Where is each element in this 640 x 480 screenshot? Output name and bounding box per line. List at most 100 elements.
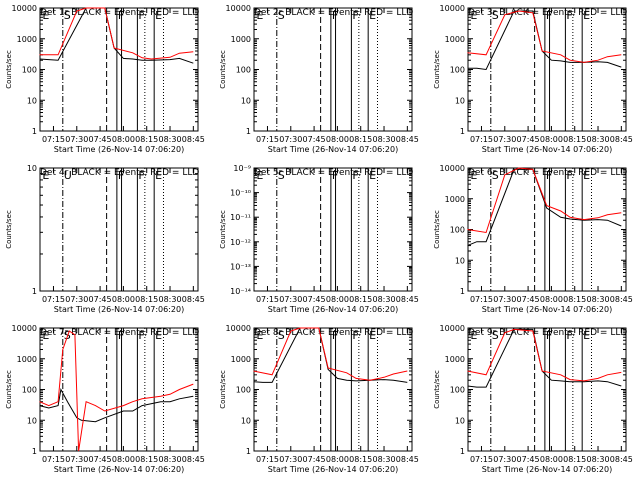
plot-frame	[467, 327, 627, 452]
phase-marker-label: F	[566, 9, 572, 22]
x-tick-label: 07:45	[303, 295, 326, 304]
lld-series-line	[467, 10, 622, 63]
y-tick-label: 10	[27, 416, 37, 425]
panel-title: Det 6r BLACK = Events, RED = LLD	[468, 168, 627, 178]
y-tick-label: 10000	[12, 4, 37, 13]
phase-marker-label: E	[155, 9, 162, 22]
x-tick-label: 08:30	[586, 295, 609, 304]
phase-marker-label: S	[64, 9, 71, 22]
x-tick-label: 07:45	[89, 295, 112, 304]
x-tick-label: 07:30	[279, 135, 302, 144]
y-tick-label: 10⁻¹³	[230, 262, 251, 271]
x-axis-label: Start Time (26-Nov-14 07:06:20)	[54, 465, 184, 474]
events-series-line	[467, 10, 622, 71]
x-axis-label: Start Time (26-Nov-14 07:06:20)	[482, 145, 612, 154]
events-series-line	[467, 328, 622, 388]
phase-marker-label: F	[352, 169, 358, 182]
x-tick-label: 07:15	[470, 295, 493, 304]
lld-series-line	[253, 327, 408, 381]
x-tick-label: 08:30	[158, 135, 181, 144]
y-tick-label: 10	[241, 96, 251, 105]
y-tick-label: 1	[246, 447, 251, 456]
y-tick-label: 10000	[440, 4, 465, 13]
x-tick-label: 08:30	[158, 455, 181, 464]
x-tick-label: 07:45	[89, 455, 112, 464]
phase-marker-label: E	[583, 329, 590, 342]
y-tick-label: 1	[460, 287, 465, 296]
x-tick-label: 08:15	[135, 455, 158, 464]
plot-frame	[467, 167, 627, 292]
x-tick-label: 08:15	[135, 135, 158, 144]
phase-marker-label: E	[470, 169, 477, 182]
phase-marker-label: E	[256, 9, 263, 22]
phase-marker-label: F	[118, 329, 124, 342]
x-tick-label: 08:15	[349, 295, 372, 304]
x-axis-label: Start Time (26-Nov-14 07:06:20)	[268, 145, 398, 154]
y-tick-label: 10	[27, 96, 37, 105]
plot-frame	[253, 7, 413, 132]
x-tick-label: 07:15	[42, 295, 65, 304]
x-tick-label: 08:45	[182, 455, 205, 464]
panel-title: Det 2r BLACK = Events, RED = LLD	[254, 8, 413, 18]
x-tick-label: 08:30	[372, 455, 395, 464]
x-tick-label: 08:45	[396, 135, 419, 144]
x-tick-label: 08:00	[540, 455, 563, 464]
x-tick-label: 07:30	[279, 295, 302, 304]
x-tick-label: 07:45	[303, 135, 326, 144]
y-tick-label: 10⁻¹²	[230, 238, 251, 247]
phase-marker-label: E	[369, 169, 376, 182]
phase-marker-label: E	[155, 329, 162, 342]
x-tick-label: 08:30	[586, 455, 609, 464]
panel-title: Det 7r BLACK = Events, RED = LLD	[40, 328, 199, 338]
events-series-line	[39, 387, 194, 423]
phase-marker-label: E	[583, 9, 590, 22]
phase-marker-label: S	[278, 329, 285, 342]
plot-frame	[253, 167, 413, 292]
y-tick-label: 10⁻¹¹	[230, 213, 251, 222]
y-axis-label: Counts/sec	[219, 210, 227, 249]
x-tick-label: 08:30	[158, 295, 181, 304]
y-tick-label: 100	[22, 386, 37, 395]
x-tick-label: 07:30	[65, 295, 88, 304]
events-series-line	[39, 7, 194, 64]
phase-marker-label: E	[369, 9, 376, 22]
x-tick-label: 08:15	[563, 135, 586, 144]
y-tick-label: 1000	[17, 35, 37, 44]
phase-marker-label: U	[64, 169, 72, 182]
x-tick-label: 08:00	[326, 455, 349, 464]
y-tick-label: 1	[32, 127, 37, 136]
x-tick-label: 08:00	[112, 455, 135, 464]
y-tick-label: 1	[246, 127, 251, 136]
x-tick-label: 07:45	[303, 455, 326, 464]
y-tick-label: 1000	[231, 35, 251, 44]
y-tick-label: 10⁻¹⁰	[230, 189, 251, 198]
y-axis-label: Counts/sec	[5, 210, 13, 249]
x-tick-label: 08:45	[182, 295, 205, 304]
y-tick-label: 100	[450, 226, 465, 235]
y-tick-label: 10	[455, 96, 465, 105]
x-tick-label: 08:00	[540, 295, 563, 304]
phase-marker-label: F	[546, 329, 552, 342]
y-tick-label: 1	[32, 447, 37, 456]
x-tick-label: 08:30	[372, 135, 395, 144]
phase-marker-label: E	[369, 329, 376, 342]
x-tick-label: 07:45	[517, 455, 540, 464]
y-tick-label: 1000	[231, 355, 251, 364]
x-axis-label: Start Time (26-Nov-14 07:06:20)	[54, 305, 184, 314]
y-tick-label: 10000	[226, 324, 251, 333]
x-tick-label: 07:45	[517, 135, 540, 144]
panel-title: Det 5r BLACK = Events, RED = LLD	[254, 168, 413, 178]
y-axis-label: Counts/sec	[5, 370, 13, 409]
y-tick-label: 10	[27, 164, 37, 173]
phase-marker-label: S	[492, 169, 499, 182]
y-tick-label: 100	[450, 66, 465, 75]
phase-marker-label: F	[118, 9, 124, 22]
phase-marker-label: E	[42, 9, 49, 22]
x-tick-label: 07:30	[279, 455, 302, 464]
x-tick-label: 08:00	[112, 295, 135, 304]
y-tick-label: 10000	[440, 164, 465, 173]
